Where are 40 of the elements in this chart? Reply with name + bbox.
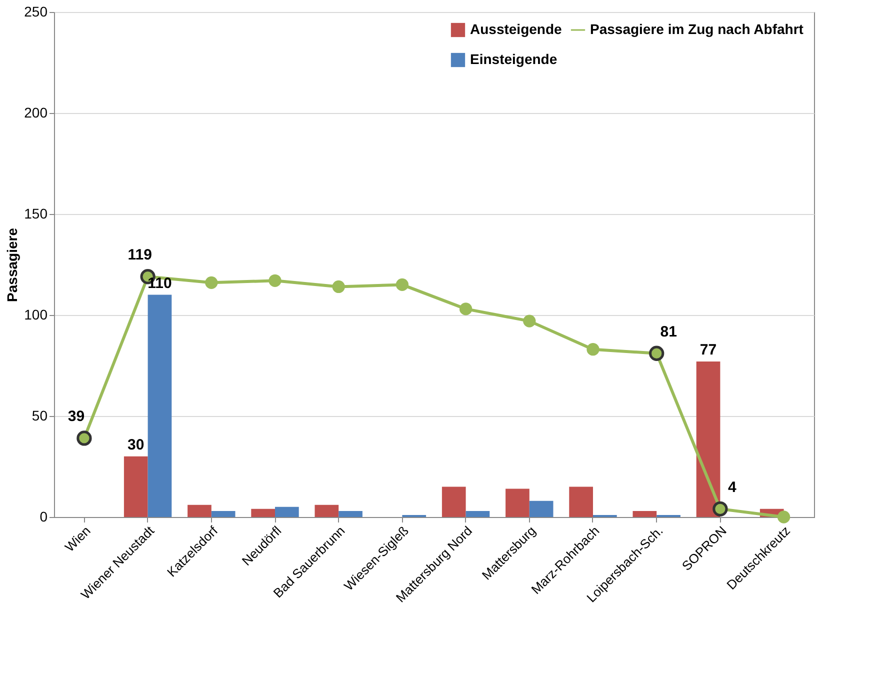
y-axis-title: Passagiere xyxy=(4,228,20,302)
legend-label: Aussteigende xyxy=(470,21,562,37)
bar xyxy=(506,488,530,517)
y-tick-label: 100 xyxy=(24,306,48,322)
bar xyxy=(338,510,362,517)
data-label: 119 xyxy=(128,246,152,264)
y-tick-label: 50 xyxy=(32,408,48,424)
bar xyxy=(148,294,172,517)
point xyxy=(777,510,790,524)
data-label: 4 xyxy=(728,478,738,496)
data-label: 81 xyxy=(660,323,677,340)
bar xyxy=(314,504,339,517)
bar xyxy=(466,510,490,517)
y-tick-label: 150 xyxy=(24,206,48,222)
point xyxy=(332,280,345,294)
bar xyxy=(442,486,466,517)
bar xyxy=(696,361,720,517)
bar xyxy=(124,456,148,517)
bar xyxy=(211,510,236,517)
y-tick-label: 200 xyxy=(24,104,48,120)
bar xyxy=(529,500,554,517)
data-label: 77 xyxy=(700,341,717,358)
data-label: 110 xyxy=(148,274,172,292)
point xyxy=(396,278,409,292)
point xyxy=(205,276,218,289)
y-tick-label: 0 xyxy=(40,508,48,524)
legend-label: Passagiere im Zug nach Abfahrt xyxy=(590,21,804,37)
point xyxy=(459,302,472,316)
point xyxy=(586,343,600,356)
y-tick-label: 250 xyxy=(24,4,48,20)
data-label: 39 xyxy=(68,408,85,426)
bar xyxy=(569,486,593,517)
point xyxy=(523,314,536,328)
legend-label: Einsteigende xyxy=(470,51,558,67)
bar xyxy=(188,504,212,517)
data-label: 30 xyxy=(128,436,144,454)
bar xyxy=(251,508,276,517)
point xyxy=(268,274,282,287)
bar xyxy=(275,506,299,517)
bar xyxy=(632,510,657,517)
